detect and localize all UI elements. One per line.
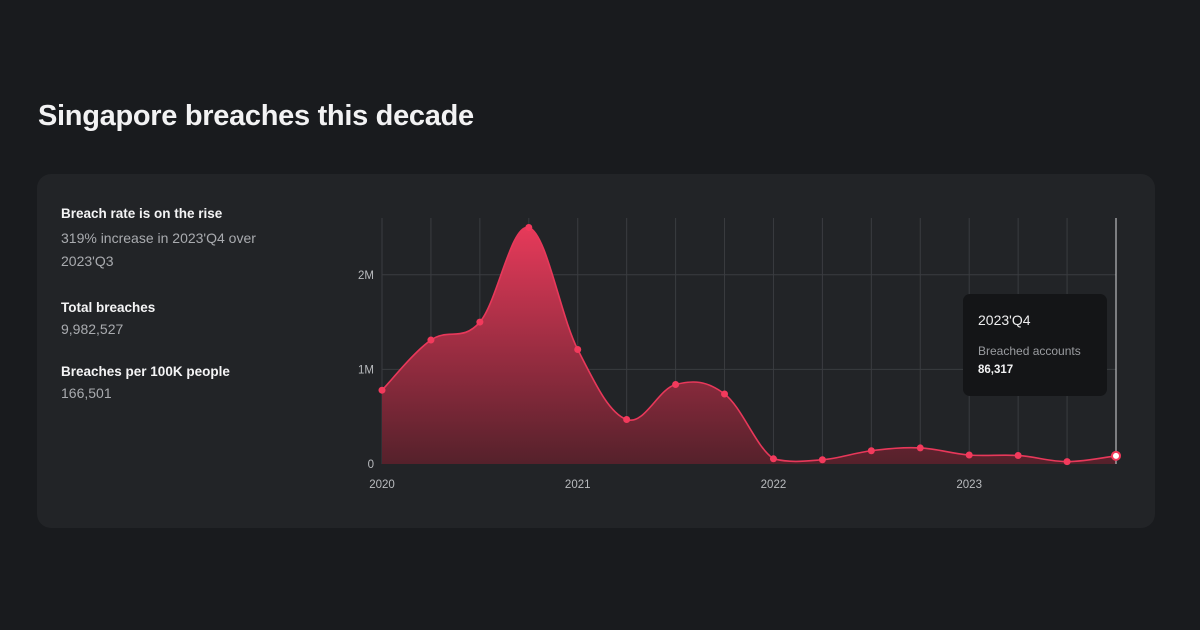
stat-per100k: Breaches per 100K people 166,501 xyxy=(61,364,291,401)
data-point xyxy=(672,381,680,389)
tooltip-value: 86,317 xyxy=(978,364,1014,376)
data-point-highlighted xyxy=(1111,450,1121,461)
chart-tooltip: 2023'Q4 Breached accounts 86,317 xyxy=(963,294,1107,396)
data-point xyxy=(867,447,875,455)
tooltip-period: 2023'Q4 xyxy=(978,312,1031,328)
data-point xyxy=(721,390,729,398)
chart-card: Breach rate is on the rise 319% increase… xyxy=(37,174,1155,528)
data-point xyxy=(574,346,582,354)
x-tick-label: 2023 xyxy=(956,479,982,491)
stat-total-title: Total breaches xyxy=(61,300,156,315)
area-fill xyxy=(382,227,1116,464)
page-title: Singapore breaches this decade xyxy=(38,100,474,132)
y-axis-labels: 0 1M 2M xyxy=(358,270,374,471)
data-point xyxy=(965,451,973,459)
tooltip-label: Breached accounts xyxy=(978,344,1081,358)
data-point xyxy=(476,318,484,326)
stat-per100k-title: Breaches per 100K people xyxy=(61,364,230,379)
data-point xyxy=(916,444,924,452)
stat-trend: Breach rate is on the rise 319% increase… xyxy=(61,206,291,273)
data-point xyxy=(769,455,777,463)
y-tick-label: 1M xyxy=(358,364,374,376)
chart-points xyxy=(378,223,1121,466)
data-point xyxy=(427,336,435,344)
stat-trend-title: Breach rate is on the rise xyxy=(61,206,223,221)
data-point xyxy=(525,223,533,231)
x-tick-label: 2020 xyxy=(369,479,395,491)
stat-trend-text: 319% increase in 2023'Q4 over 2023'Q3 xyxy=(61,230,256,269)
x-tick-label: 2022 xyxy=(761,479,787,491)
stats-panel: Breach rate is on the rise 319% increase… xyxy=(61,206,291,428)
stat-total-value: 9,982,527 xyxy=(61,321,124,337)
x-axis-labels: 2020 2021 2022 2023 xyxy=(369,479,982,491)
data-point xyxy=(818,456,826,464)
breaches-area-chart[interactable]: 0 1M 2M 2020 2021 2022 2023 xyxy=(37,174,1155,528)
data-point xyxy=(378,386,386,394)
stat-per100k-value: 166,501 xyxy=(61,385,112,401)
data-point xyxy=(1063,458,1071,466)
data-point xyxy=(623,416,631,424)
data-point xyxy=(1014,451,1022,459)
y-tick-label: 0 xyxy=(368,459,374,471)
stat-total: Total breaches 9,982,527 xyxy=(61,300,291,337)
y-tick-label: 2M xyxy=(358,270,374,282)
x-tick-label: 2021 xyxy=(565,479,591,491)
